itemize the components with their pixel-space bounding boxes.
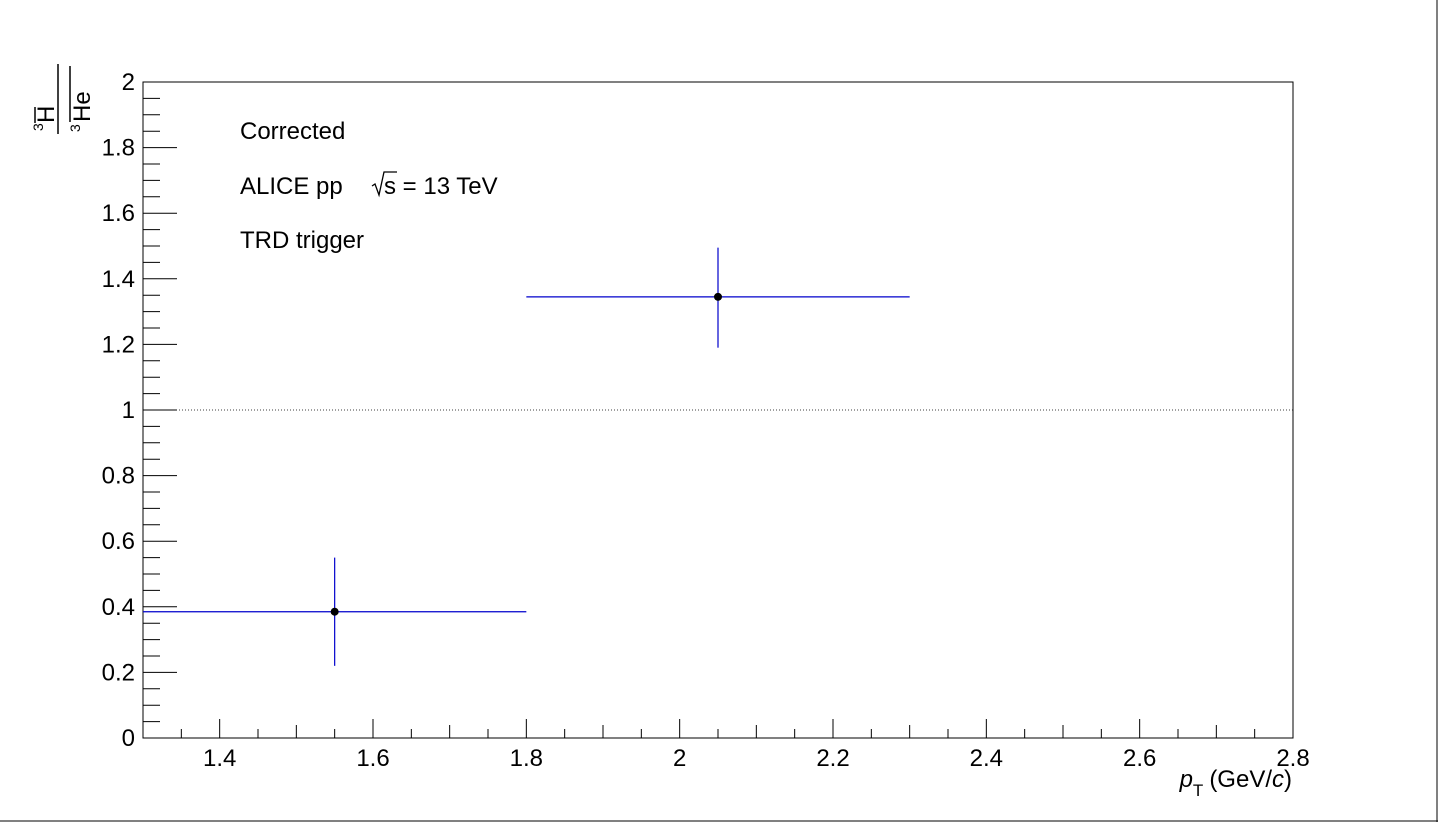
y-tick-label: 1 xyxy=(122,397,135,424)
x-tick-label: 2.4 xyxy=(970,745,1003,772)
annotation-alice-pp: ALICE pp xyxy=(240,173,343,200)
y-axis-title-denominator-sup: 3 xyxy=(67,124,83,132)
data-point xyxy=(330,607,339,616)
annotation-alice: ALICE pp s = 13 TeV xyxy=(240,171,498,200)
y-axis-title-numerator-sup: 3 xyxy=(30,123,46,131)
x-axis-title: pT (GeV/c) xyxy=(1179,766,1292,800)
y-tick-label: 2 xyxy=(122,69,135,96)
annotation-corrected: Corrected xyxy=(240,118,345,145)
x-axis-title-sub: T xyxy=(1193,781,1203,800)
y-tick-label: 0.8 xyxy=(102,463,135,490)
y-axis-title-denominator: He xyxy=(69,91,96,122)
y-axis-title-numerator: H xyxy=(33,106,60,123)
y-axis: 0 0.2 0.4 0.6 0.8 1 1.2 1.4 1.6 1.8 2 xyxy=(102,69,177,752)
x-tick-label: 1.6 xyxy=(356,745,389,772)
x-axis-title-unit: (GeV/ xyxy=(1209,766,1272,793)
x-tick-label: 2.6 xyxy=(1123,745,1156,772)
x-axis-title-c: c xyxy=(1272,766,1284,793)
y-tick-label: 0.4 xyxy=(102,594,135,621)
x-tick-label: 2.2 xyxy=(816,745,849,772)
x-tick-label: 2 xyxy=(673,745,686,772)
x-axis-title-p: p xyxy=(1179,766,1193,793)
sqrt-sign xyxy=(371,171,397,198)
x-tick-label: 2.8 xyxy=(1276,745,1309,772)
annotation-trigger: TRD trigger xyxy=(240,227,364,254)
y-tick-label: 1.6 xyxy=(102,200,135,227)
data-series xyxy=(143,247,910,666)
y-tick-label: 0 xyxy=(122,725,135,752)
x-axis-title-close: ) xyxy=(1284,766,1292,793)
y-tick-label: 0.6 xyxy=(102,528,135,555)
data-point xyxy=(714,292,722,301)
x-tick-label: 1.4 xyxy=(203,745,236,772)
x-axis: 1.4 1.6 1.8 2 2.2 2.4 2.6 2.8 xyxy=(142,719,1310,772)
y-tick-label: 1.2 xyxy=(102,331,135,358)
annotation-energy: s = 13 TeV xyxy=(384,173,498,200)
y-tick-label: 0.2 xyxy=(102,659,135,686)
y-tick-label: 1.4 xyxy=(102,266,135,293)
x-tick-label: 1.8 xyxy=(510,745,543,772)
y-axis-title: 3 H 3 He xyxy=(30,64,96,134)
y-tick-label: 1.8 xyxy=(102,135,135,162)
